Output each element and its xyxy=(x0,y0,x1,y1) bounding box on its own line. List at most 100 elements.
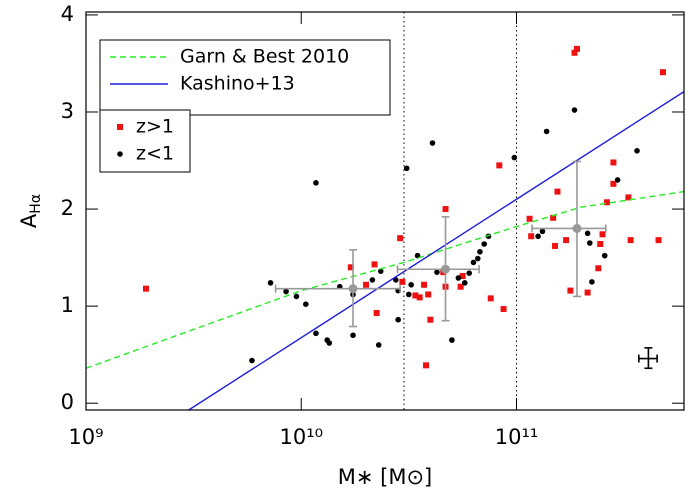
point xyxy=(267,280,274,286)
point xyxy=(347,264,354,271)
point xyxy=(406,291,412,298)
point xyxy=(470,259,477,266)
point xyxy=(416,294,423,301)
point xyxy=(552,242,559,249)
point xyxy=(455,275,462,281)
point xyxy=(511,154,518,161)
point xyxy=(659,69,666,76)
point xyxy=(377,268,384,274)
y-tick-label: 3 xyxy=(61,99,74,123)
point xyxy=(563,237,570,244)
point xyxy=(449,337,455,343)
point xyxy=(550,214,557,221)
y-axis-label-main: A xyxy=(17,213,41,228)
legend-swatch xyxy=(117,151,123,157)
point xyxy=(369,277,376,283)
point xyxy=(326,340,333,346)
point xyxy=(412,292,419,299)
point xyxy=(249,357,255,364)
point xyxy=(399,278,406,285)
point xyxy=(655,237,662,244)
point xyxy=(397,235,404,242)
point xyxy=(573,45,580,52)
point xyxy=(586,240,593,246)
point xyxy=(610,159,617,166)
point xyxy=(459,273,466,280)
point xyxy=(303,301,309,307)
bin-point xyxy=(348,284,358,294)
bin-point xyxy=(441,264,451,274)
point xyxy=(421,281,428,288)
point xyxy=(442,206,449,213)
point xyxy=(610,180,617,187)
y-axis-label-sub: Hα xyxy=(28,194,44,214)
y-tick-label: 1 xyxy=(61,293,74,317)
point xyxy=(597,241,604,248)
legend-swatch xyxy=(117,124,123,130)
point xyxy=(614,177,621,183)
point xyxy=(584,230,591,237)
point xyxy=(373,309,380,316)
legend-box xyxy=(99,39,391,116)
x-axis-label: M∗ [M⊙] xyxy=(338,465,433,489)
bin-point xyxy=(572,223,582,233)
legend-label: z<1 xyxy=(136,143,174,165)
point xyxy=(466,270,473,276)
y-tick-label: 2 xyxy=(61,196,74,220)
point xyxy=(423,362,430,369)
point xyxy=(599,231,606,238)
point xyxy=(554,188,561,195)
point xyxy=(395,316,401,323)
point xyxy=(313,180,319,186)
point xyxy=(143,285,150,292)
point xyxy=(313,330,319,337)
point xyxy=(487,295,494,302)
point xyxy=(403,165,410,172)
plot-frame xyxy=(85,11,685,411)
x-tick-label: 10⁹ xyxy=(68,425,103,449)
point xyxy=(543,128,550,135)
point xyxy=(375,342,382,348)
point xyxy=(283,288,289,295)
point xyxy=(429,140,436,146)
legend-label: Garn & Best 2010 xyxy=(180,46,349,68)
point xyxy=(601,252,608,259)
point xyxy=(539,228,546,235)
point xyxy=(408,281,414,288)
point xyxy=(434,269,440,275)
point xyxy=(457,283,464,290)
point xyxy=(571,49,578,56)
point xyxy=(535,233,541,240)
x-tick-label: 10¹⁰ xyxy=(279,425,323,449)
point xyxy=(526,215,533,222)
point xyxy=(634,148,640,154)
point xyxy=(627,237,634,244)
point xyxy=(475,255,481,262)
point xyxy=(496,162,503,169)
point xyxy=(461,280,468,286)
point xyxy=(625,194,632,201)
y-tick-label: 4 xyxy=(61,2,74,26)
point xyxy=(571,107,578,113)
point xyxy=(528,233,535,240)
legend-box xyxy=(99,109,191,173)
point xyxy=(350,332,356,339)
point xyxy=(567,287,574,294)
point xyxy=(363,281,370,288)
point xyxy=(589,279,595,285)
y-axis-label: AHα xyxy=(17,194,44,228)
point xyxy=(481,241,488,247)
point xyxy=(595,265,602,272)
point xyxy=(603,199,610,206)
x-tick-label: 10¹¹ xyxy=(495,425,539,449)
point xyxy=(584,289,591,296)
point xyxy=(500,306,507,313)
legend-label: Kashino+13 xyxy=(180,73,295,95)
point xyxy=(371,261,378,268)
legend-label: z>1 xyxy=(136,116,174,138)
point xyxy=(293,293,300,300)
line xyxy=(188,91,685,411)
line xyxy=(85,190,685,369)
point xyxy=(425,291,432,298)
